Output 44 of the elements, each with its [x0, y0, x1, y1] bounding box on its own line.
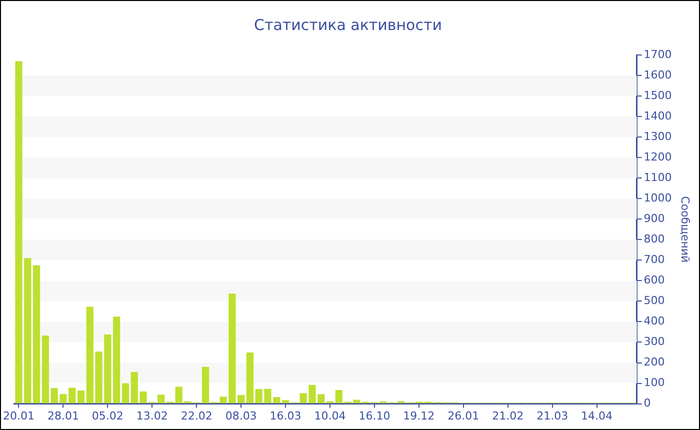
y-tick-label: 400 [644, 314, 665, 328]
bar [122, 383, 130, 404]
y-tick-label: 800 [644, 232, 665, 246]
y-tick-label: 1500 [644, 88, 672, 102]
bar [157, 394, 165, 404]
y-axis-title: Сообщений [678, 196, 692, 263]
x-tick-label: 28.01 [47, 409, 79, 422]
bar [77, 390, 85, 404]
bar [113, 316, 120, 404]
bar [32, 265, 40, 404]
y-tick-label: 1700 [644, 48, 672, 61]
x-tick-label: 16.10 [358, 409, 390, 422]
y-tick-label: 600 [644, 274, 665, 287]
y-tick-label: 900 [644, 212, 665, 225]
x-tick-label: 05.02 [92, 409, 124, 422]
x-tick-label: 20.01 [2, 409, 34, 422]
x-tick-label: 22.02 [180, 409, 212, 422]
x-tick-label: 21.02 [492, 409, 524, 422]
y-tick-label: 1200 [644, 150, 672, 164]
bar [282, 400, 290, 404]
y-tick-label: 0 [644, 396, 651, 410]
x-tick-label: 26.01 [448, 409, 480, 422]
bar [202, 366, 210, 404]
x-tick-label: 21.03 [536, 409, 568, 422]
x-tick-label: 19.12 [403, 409, 435, 422]
x-tick-label: 10.04 [314, 409, 346, 422]
y-tick-label: 1300 [644, 130, 672, 143]
bar [42, 335, 49, 404]
y-tick-label: 1400 [644, 109, 672, 122]
y-tick-label: 300 [644, 335, 665, 348]
y-tick-label: 700 [644, 253, 665, 266]
bar [238, 394, 245, 404]
x-tick-label: 08.03 [225, 409, 257, 422]
x-tick-label: 14.04 [581, 409, 613, 422]
x-tick-label: 16.03 [270, 409, 302, 422]
y-tick-label: 200 [644, 356, 665, 369]
x-tick-label: 13.02 [136, 409, 168, 422]
y-tick-label: 100 [644, 376, 665, 390]
y-tick-label: 500 [644, 294, 665, 308]
y-tick-label: 1000 [644, 191, 672, 204]
bar [246, 352, 254, 404]
chart-title: Статистика активности [254, 16, 442, 34]
y-tick-label: 1600 [644, 68, 672, 82]
y-tick-label: 1100 [644, 170, 672, 184]
